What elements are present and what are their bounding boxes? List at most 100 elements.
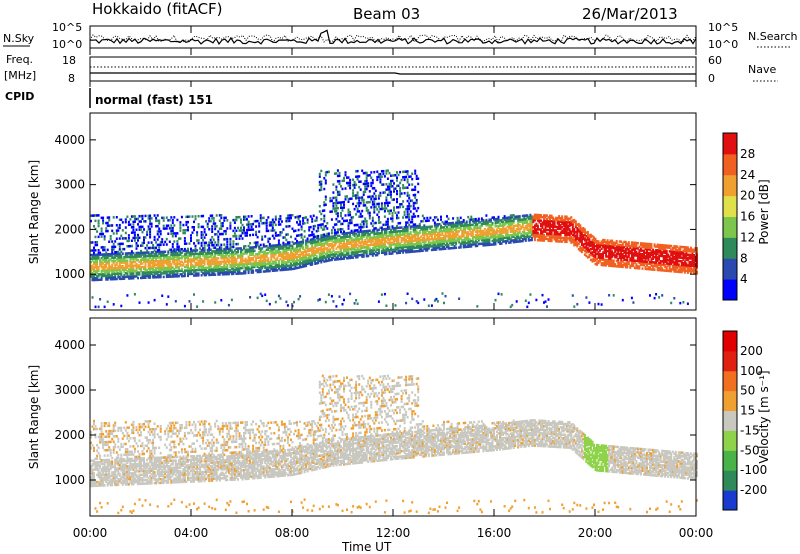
echo-cell: [382, 191, 385, 194]
echo-cell: [430, 229, 433, 232]
echo-cell: [247, 271, 250, 275]
echo-cell: [405, 249, 408, 252]
echo-cell: [149, 263, 152, 267]
echo-cell: [414, 246, 417, 250]
echo-cell: [550, 214, 553, 218]
echo-cell: [544, 237, 547, 241]
echo-cell: [352, 243, 355, 247]
echo-cell: [406, 194, 409, 197]
echo-cell: [285, 217, 288, 220]
echo-cell: [482, 229, 485, 233]
echo-cell: [140, 253, 142, 256]
echo-cell: [435, 233, 438, 237]
echo-cell: [524, 226, 527, 230]
echo-cell: [336, 250, 339, 254]
echo-cell: [349, 292, 352, 296]
echo-cell: [208, 271, 211, 275]
echo-cell: [162, 250, 165, 254]
echo-cell: [226, 269, 229, 272]
echo-cell: [118, 277, 121, 281]
echo-cell: [453, 223, 456, 226]
echo-cell: [397, 216, 400, 220]
echo-cell: [543, 217, 545, 221]
echo-cell: [547, 216, 550, 219]
echo-cell: [449, 232, 452, 236]
echo-cell: [394, 248, 397, 251]
echo-cell: [270, 262, 273, 265]
echo-cell: [462, 235, 465, 238]
echo-cell: [521, 220, 524, 223]
echo-cell: [338, 250, 341, 254]
echo-cell: [429, 243, 432, 246]
echo-cell: [241, 266, 244, 270]
echo-cell: [177, 248, 180, 251]
echo-cell: [400, 192, 403, 195]
echo-cell: [100, 278, 103, 281]
echo-cell: [130, 262, 133, 266]
echo-cell: [543, 228, 545, 231]
echo-cell: [509, 230, 512, 233]
echo-cell: [147, 214, 150, 218]
echo-cell: [124, 255, 127, 259]
echo-cell: [399, 249, 402, 253]
echo-cell: [141, 258, 144, 262]
echo-cell: [549, 234, 551, 237]
echo-cell: [167, 232, 170, 235]
echo-cell: [324, 182, 327, 185]
echo-cell: [353, 232, 356, 236]
echo-cell: [96, 260, 99, 264]
echo-cell: [252, 271, 255, 274]
echo-cell: [385, 172, 388, 175]
echo-cell: [286, 248, 289, 251]
echo-cell: [391, 230, 394, 234]
echo-cell: [99, 258, 102, 262]
echo-cell: [267, 262, 270, 266]
echo-cell: [97, 255, 100, 258]
echo-cell: [412, 212, 415, 216]
echo-cell: [273, 262, 276, 265]
echo-cell: [338, 243, 341, 246]
echo-cell: [497, 226, 500, 229]
echo-cell: [373, 236, 376, 239]
echo-cell: [458, 235, 461, 238]
echo-cell: [214, 233, 217, 236]
echo-cell: [203, 261, 206, 264]
echo-cell: [330, 238, 333, 242]
echo-cell: [303, 256, 306, 259]
echo-cell: [112, 276, 115, 279]
echo-cell: [112, 267, 115, 270]
echo-cell: [561, 229, 564, 233]
echo-cell: [120, 270, 123, 273]
echo-cell: [273, 247, 276, 251]
echo-cell: [240, 256, 242, 259]
echo-cell: [373, 245, 376, 248]
echo-cell: [112, 258, 115, 261]
echo-cell: [567, 221, 570, 224]
echo-cell: [155, 225, 158, 228]
echo-cell: [305, 264, 308, 268]
echo-cell: [436, 235, 439, 239]
echo-cell: [426, 227, 429, 231]
echo-cell: [343, 250, 345, 253]
echo-cell: [91, 255, 94, 258]
echo-cell: [173, 216, 176, 219]
echo-cell: [459, 216, 462, 220]
echo-cell: [374, 197, 377, 201]
echo-cell: [315, 254, 318, 258]
echo-cell: [220, 248, 223, 251]
echo-cell: [380, 230, 383, 233]
echo-cell: [200, 244, 203, 247]
echo-cell: [285, 225, 288, 228]
echo-cell: [321, 239, 324, 242]
echo-cell: [170, 275, 173, 278]
echo-cell: [141, 251, 144, 254]
echo-cell: [132, 226, 135, 229]
echo-cell: [379, 194, 382, 197]
echo-cell: [220, 262, 223, 265]
echo-cell: [333, 172, 336, 175]
echo-cell: [132, 220, 135, 224]
echo-cell: [368, 229, 371, 232]
echo-cell: [550, 236, 553, 239]
echo-cell: [496, 239, 498, 242]
echo-cell: [156, 230, 159, 233]
